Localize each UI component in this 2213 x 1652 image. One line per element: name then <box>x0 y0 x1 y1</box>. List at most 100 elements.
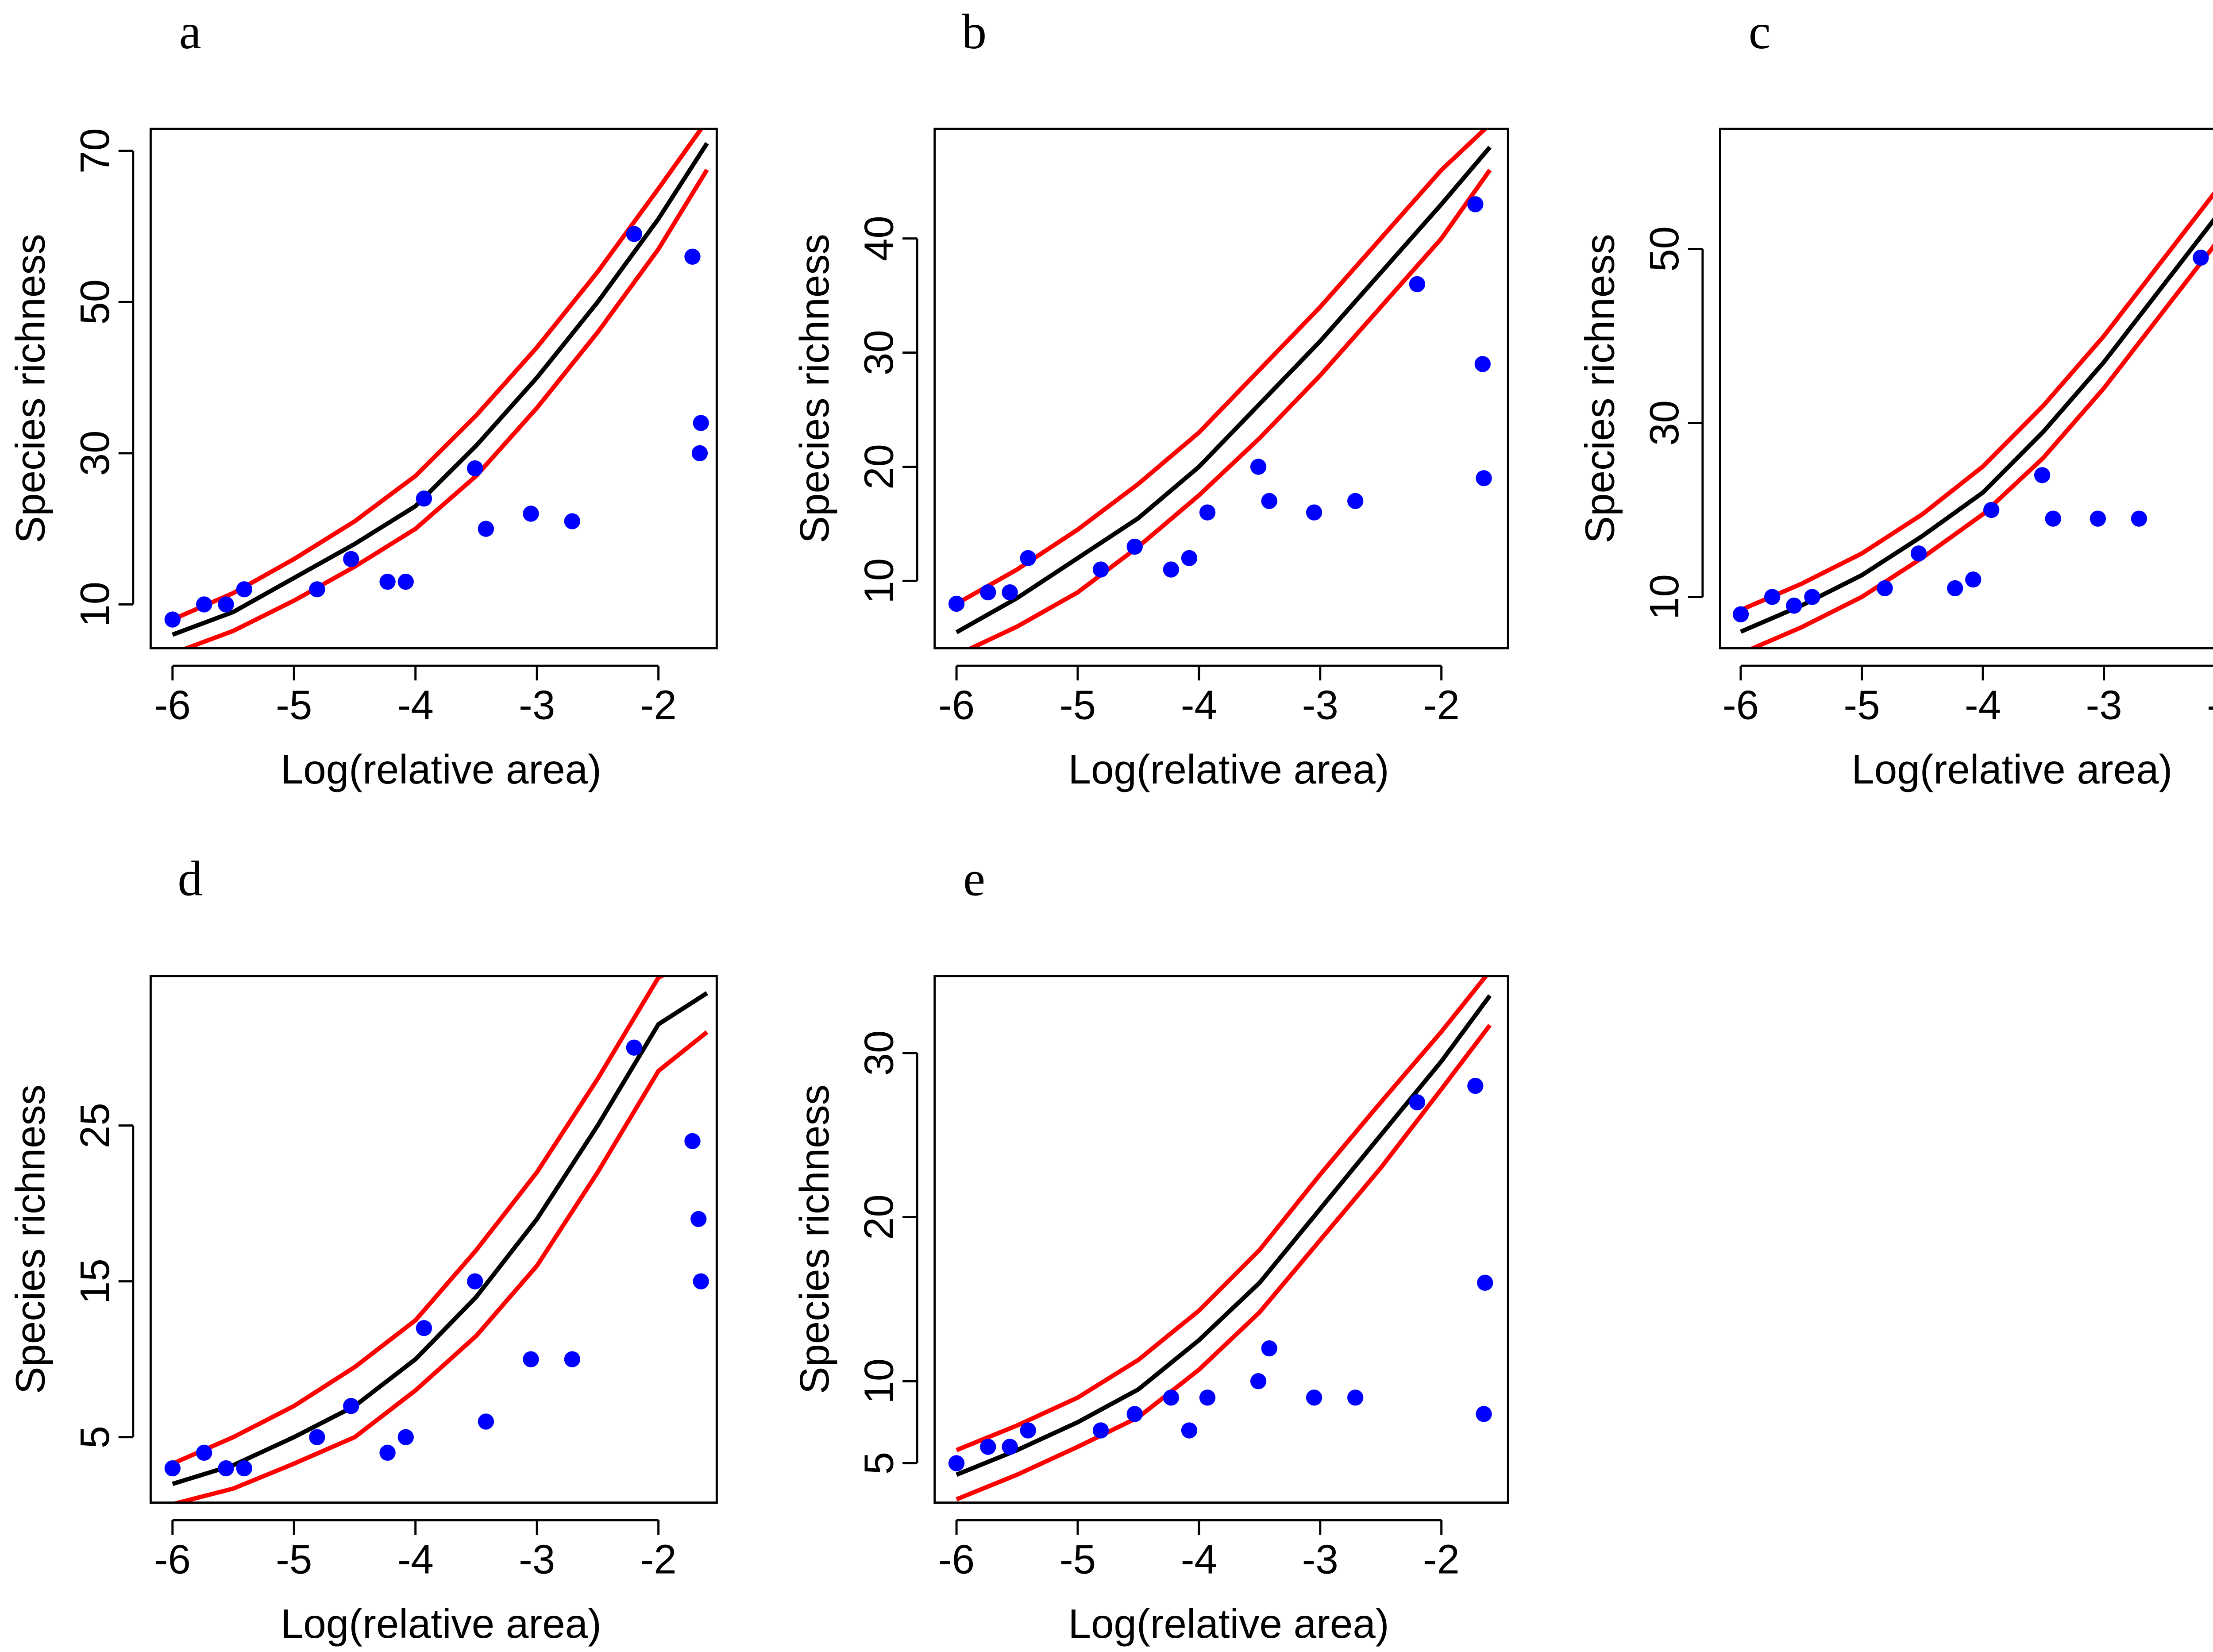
point <box>164 611 181 628</box>
x-tick-label: -4 <box>1181 1536 1217 1582</box>
point <box>1474 356 1491 372</box>
curve <box>180 168 709 648</box>
point <box>1250 459 1267 475</box>
y-tick-label: 10 <box>856 558 902 604</box>
y-tick-label: 5 <box>72 1426 118 1448</box>
point <box>397 574 414 590</box>
point <box>1786 597 1802 614</box>
curve <box>956 1023 1492 1501</box>
point <box>1126 538 1143 555</box>
point <box>1467 196 1484 212</box>
x-tick-label: -5 <box>1060 1536 1096 1582</box>
point <box>523 506 539 522</box>
point <box>218 596 234 613</box>
y-tick-label: 10 <box>72 582 118 627</box>
point <box>478 1413 494 1430</box>
x-axis-label: Log(relative area) <box>1068 746 1389 792</box>
curve <box>955 129 1488 606</box>
y-tick-label: 70 <box>72 128 118 174</box>
point <box>1020 1422 1036 1439</box>
point <box>2131 510 2147 527</box>
x-tick-label: -6 <box>938 682 975 728</box>
point <box>2045 510 2061 527</box>
x-tick-label: -5 <box>1060 682 1096 728</box>
y-tick-label: 30 <box>72 430 118 476</box>
y-tick-label: 50 <box>1641 226 1687 272</box>
point <box>1126 1406 1143 1422</box>
curve <box>172 991 709 1486</box>
panel-label: b <box>962 4 987 59</box>
panel: d -6 -5 -4 -3 -2 Log(relative area) 5 15 25 Specie… <box>7 851 718 1647</box>
x-tick-label: -5 <box>1843 682 1880 728</box>
x-tick-label: -6 <box>154 1536 191 1582</box>
curve <box>956 976 1489 1452</box>
x-tick-label: -4 <box>397 682 434 728</box>
x-tick-label: -2 <box>640 682 677 728</box>
point <box>690 1211 707 1227</box>
point <box>1002 1439 1018 1455</box>
x-tick-label: -3 <box>1302 1536 1338 1582</box>
point <box>1764 589 1781 605</box>
curve <box>966 169 1492 648</box>
plot-frame <box>149 127 718 649</box>
x-tick-label: -2 <box>1423 682 1460 728</box>
point <box>397 1429 414 1445</box>
curve <box>171 129 704 622</box>
curves <box>1740 191 2213 648</box>
point <box>1877 580 1893 597</box>
x-tick-label: -6 <box>938 1536 975 1582</box>
point <box>1347 1390 1364 1406</box>
y-tick-label: 20 <box>856 1194 902 1240</box>
y-tick-label: 30 <box>856 1030 902 1076</box>
point <box>693 1273 709 1289</box>
point <box>1261 493 1277 509</box>
point <box>691 445 708 462</box>
plot-frame <box>1719 127 2213 649</box>
y-tick-label: 10 <box>856 1359 902 1404</box>
y-tick-label: 25 <box>72 1103 118 1148</box>
point <box>693 415 709 431</box>
point <box>1910 545 1927 562</box>
curves <box>171 976 709 1503</box>
point <box>1965 571 1982 588</box>
point <box>564 513 580 529</box>
curves <box>956 976 1492 1501</box>
point <box>379 574 396 590</box>
point <box>523 1351 539 1367</box>
point <box>218 1460 234 1477</box>
point <box>980 584 996 601</box>
x-tick-label: -4 <box>397 1536 434 1582</box>
x-tick-label: -5 <box>276 1536 312 1582</box>
point <box>948 595 965 612</box>
point <box>1306 504 1322 521</box>
panel-label: c <box>1749 4 1771 59</box>
point <box>2090 510 2106 527</box>
point <box>1476 1406 1492 1422</box>
plot-frame <box>149 975 718 1504</box>
curve <box>1740 191 2213 612</box>
x-tick-label: -6 <box>154 682 191 728</box>
y-tick-label: 5 <box>856 1452 902 1474</box>
plot-frame <box>933 975 1509 1504</box>
x-axis-label: Log(relative area) <box>1851 746 2172 792</box>
point <box>1261 1340 1277 1357</box>
point <box>196 1444 212 1461</box>
point <box>1476 470 1492 486</box>
point <box>1250 1373 1267 1390</box>
x-tick-label: -2 <box>1423 1536 1460 1582</box>
x-tick-label: -3 <box>519 682 555 728</box>
curve <box>1740 217 2213 634</box>
x-tick-label: -3 <box>1302 682 1338 728</box>
point <box>379 1444 396 1461</box>
point <box>1181 1422 1198 1439</box>
y-axis-label: Species richness <box>791 234 837 543</box>
point <box>196 596 212 613</box>
x-axis-label: Log(relative area) <box>281 746 601 792</box>
point <box>1983 502 2000 518</box>
curve <box>172 1030 709 1503</box>
y-tick-label: 40 <box>856 216 902 261</box>
point <box>1947 580 1963 597</box>
point <box>1092 561 1109 578</box>
point <box>1477 1274 1493 1291</box>
